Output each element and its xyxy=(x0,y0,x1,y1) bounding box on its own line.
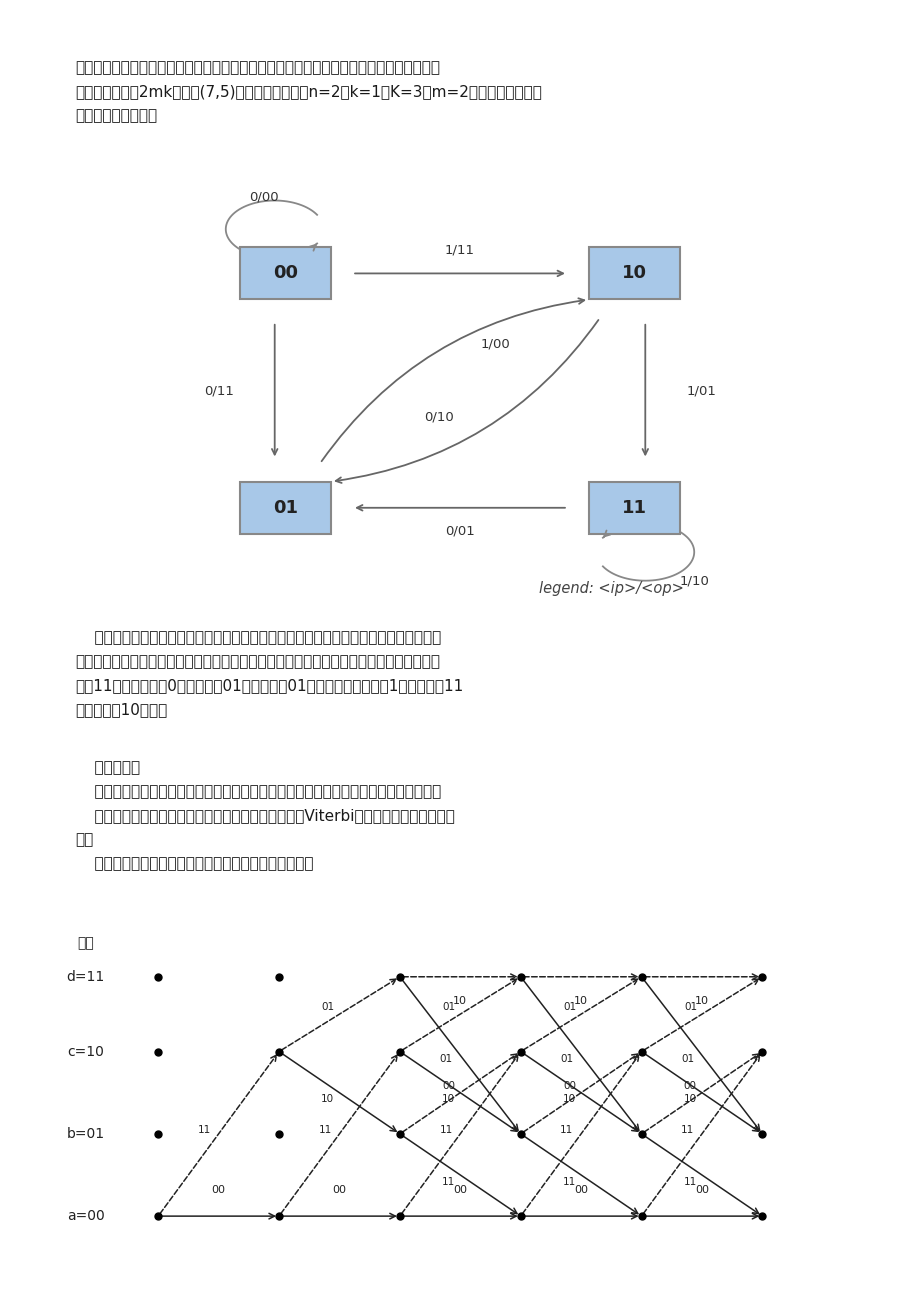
Text: 0/10: 0/10 xyxy=(424,410,453,423)
Text: 网格图可以描述卷积码的状态随时间推移而转移的情况。该图纵坐标表示所有状态，横: 网格图可以描述卷积码的状态随时间推移而转移的情况。该图纵坐标表示所有状态，横 xyxy=(75,784,441,799)
Text: 态为11，输入信息为0，则转移到01状态并输出01码字，若输入信息为1，则依然为11: 态为11，输入信息为0，则转移到01状态并输出01码字，若输入信息为1，则依然为… xyxy=(75,678,463,693)
Text: 01: 01 xyxy=(560,1055,573,1065)
FancyBboxPatch shape xyxy=(240,482,330,534)
Text: 状态并输出10码字。: 状态并输出10码字。 xyxy=(75,702,167,717)
Text: 11: 11 xyxy=(318,1125,332,1135)
Text: 网格图法：: 网格图法： xyxy=(75,760,140,775)
Text: 00: 00 xyxy=(453,1185,467,1195)
Text: 01: 01 xyxy=(439,1055,452,1065)
Text: 10: 10 xyxy=(621,264,647,283)
Text: 10: 10 xyxy=(573,996,587,1005)
Text: 00: 00 xyxy=(683,1081,696,1091)
Text: 00: 00 xyxy=(211,1185,225,1195)
Text: legend: <ip>/<op>: legend: <ip>/<op> xyxy=(539,581,683,596)
Text: 11: 11 xyxy=(441,1177,455,1186)
Text: 1/00: 1/00 xyxy=(480,337,509,350)
Text: 11: 11 xyxy=(198,1125,210,1135)
Text: 10: 10 xyxy=(442,1094,455,1104)
Text: c=10: c=10 xyxy=(67,1044,104,1059)
Text: 1/01: 1/01 xyxy=(686,384,715,397)
Text: 10: 10 xyxy=(321,1094,334,1104)
Text: 状态: 状态 xyxy=(77,936,94,950)
Text: 01: 01 xyxy=(442,1003,455,1012)
Text: a=00: a=00 xyxy=(67,1210,105,1223)
Text: 0/00: 0/00 xyxy=(249,190,278,203)
Text: 断输入，编码器不断从一个状态转移到另外一个状态，并且输出相应的编码序列。编码器的: 断输入，编码器不断从一个状态转移到另外一个状态，并且输出相应的编码序列。编码器的 xyxy=(75,60,439,76)
Text: d=11: d=11 xyxy=(66,970,105,984)
Text: 00: 00 xyxy=(694,1185,709,1195)
FancyBboxPatch shape xyxy=(240,247,330,299)
Text: 了状: 了状 xyxy=(75,832,93,848)
Text: 11: 11 xyxy=(621,499,647,517)
Text: 01: 01 xyxy=(680,1055,694,1065)
Text: 00: 00 xyxy=(573,1185,587,1195)
Text: 10: 10 xyxy=(453,996,467,1005)
Text: 总可能状态数为2mk个。对(7,5)码的编码器来说，n=2，k=1，K=3，m=2。共有四个可能状: 总可能状态数为2mk个。对(7,5)码的编码器来说，n=2，k=1，K=3，m=… xyxy=(75,85,541,99)
Text: 0/11: 0/11 xyxy=(204,384,233,397)
Text: 00: 00 xyxy=(442,1081,455,1091)
Text: 发生转移的到来比特，斜杠后的数字由一个状态到另一个状态转移时的输出码字。如当前状: 发生转移的到来比特，斜杠后的数字由一个状态到另一个状态转移时的输出码字。如当前状 xyxy=(75,654,439,669)
Text: 态图法直观简单和树图法时序关系清晰的特点。如下图: 态图法直观简单和树图法时序关系清晰的特点。如下图 xyxy=(75,855,313,871)
Text: 10: 10 xyxy=(694,996,709,1005)
Text: 11: 11 xyxy=(560,1125,573,1135)
Text: 00: 00 xyxy=(562,1081,575,1091)
Text: 坐标表示时间。网格图在卷积码的概率译码，特别是Viterbi译码中非常重要，它综合: 坐标表示时间。网格图在卷积码的概率译码，特别是Viterbi译码中非常重要，它综… xyxy=(75,809,454,823)
Text: 态，其状态图如下：: 态，其状态图如下： xyxy=(75,108,157,122)
Text: 00: 00 xyxy=(272,264,298,283)
Text: 1/11: 1/11 xyxy=(445,243,474,256)
Text: 11: 11 xyxy=(680,1125,694,1135)
Text: 0/01: 0/01 xyxy=(445,525,474,538)
Text: 11: 11 xyxy=(562,1177,575,1186)
Text: 11: 11 xyxy=(683,1177,697,1186)
Text: 图中四个方块表示状态，状态间的连线与箭头表示转移方向，连线上的数字表示是状态: 图中四个方块表示状态，状态间的连线与箭头表示转移方向，连线上的数字表示是状态 xyxy=(75,630,441,644)
Text: 10: 10 xyxy=(562,1094,575,1104)
Text: 01: 01 xyxy=(562,1003,576,1012)
Text: 1/10: 1/10 xyxy=(678,574,709,587)
FancyBboxPatch shape xyxy=(589,247,679,299)
Text: 01: 01 xyxy=(322,1003,335,1012)
Text: 01: 01 xyxy=(684,1003,697,1012)
FancyBboxPatch shape xyxy=(589,482,679,534)
Text: 11: 11 xyxy=(439,1125,452,1135)
Text: 10: 10 xyxy=(683,1094,696,1104)
Text: b=01: b=01 xyxy=(66,1126,105,1141)
Text: 01: 01 xyxy=(272,499,298,517)
Text: 00: 00 xyxy=(332,1185,346,1195)
